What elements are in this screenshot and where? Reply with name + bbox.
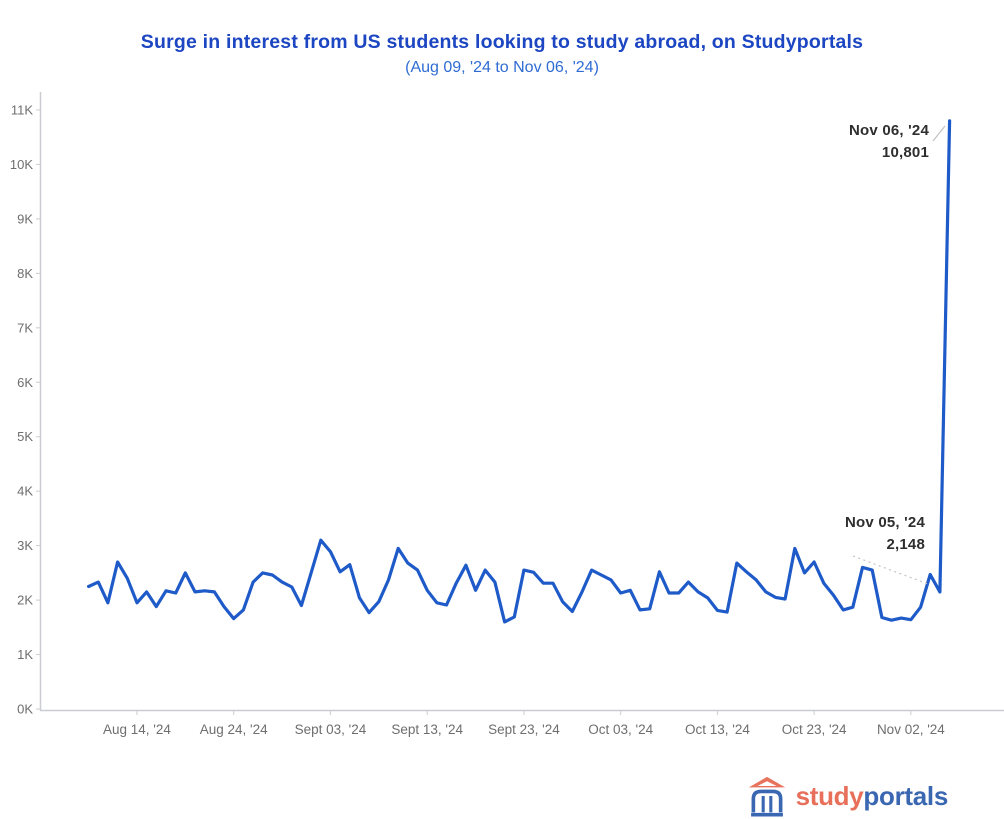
leader-line-nov-06 (932, 125, 946, 142)
x-tick-label: Sept 23, '24 (488, 722, 560, 737)
page-title: Surge in interest from US students looki… (140, 31, 864, 53)
y-tick-label: 10K (10, 157, 33, 172)
x-tick-label: Sept 13, '24 (391, 722, 463, 737)
logo-text-study: study (795, 781, 864, 811)
y-tick-label: 7K (17, 320, 33, 335)
logo-wordmark: studyportals (795, 781, 949, 811)
leader-line-nov-05 (852, 555, 929, 585)
logo-text-portals: portals (863, 781, 948, 811)
annotation-date: Nov 06, '24 (849, 122, 929, 139)
y-tick-label: 9K (17, 211, 33, 226)
y-tick-label: 8K (17, 266, 33, 281)
y-tick-label: 11K (11, 103, 33, 118)
x-tick-label: Aug 14, '24 (103, 722, 171, 737)
temple-icon (748, 776, 785, 817)
y-tick-label: 6K (17, 375, 33, 390)
page-subtitle: (Aug 09, '24 to Nov 06, '24) (405, 59, 599, 76)
x-tick-label: Oct 23, '24 (782, 722, 847, 737)
annotation-nov-06: Nov 06, '24 10,801 (849, 120, 929, 164)
data-line (86, 119, 952, 624)
annotation-value: 2,148 (886, 536, 925, 553)
y-tick-label: 5K (17, 429, 33, 444)
annotation-date: Nov 05, '24 (845, 514, 925, 531)
y-tick-label: 2K (17, 593, 33, 608)
x-tick-label: Nov 02, '24 (877, 722, 945, 737)
y-tick-label: 4K (17, 484, 33, 499)
x-tick-label: Aug 24, '24 (200, 722, 268, 737)
studyportals-logo: studyportals (747, 774, 948, 818)
x-tick-label: Oct 13, '24 (685, 722, 750, 737)
line-chart: 0K 1K 2K 3K 4K 5K 6K 7K 8K 9K 10K 11K Aug 14, '24 Aug… (10, 92, 1004, 737)
y-tick-label: 1K (17, 647, 33, 662)
annotation-nov-05: Nov 05, '24 2,148 (845, 512, 925, 556)
annotation-value: 10,801 (881, 144, 929, 161)
y-tick-label: 3K (17, 538, 33, 553)
x-tick-label: Sept 03, '24 (295, 722, 367, 737)
x-tick-label: Oct 03, '24 (588, 722, 653, 737)
y-tick-label: 0K (17, 702, 33, 717)
